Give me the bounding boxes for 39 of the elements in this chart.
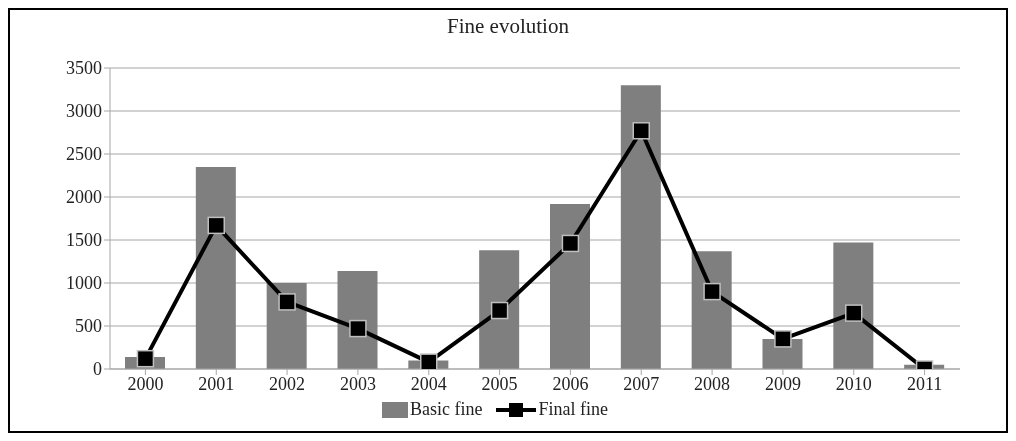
y-tick-label: 1500 bbox=[66, 230, 102, 251]
y-tick-label: 0 bbox=[93, 359, 102, 380]
point bbox=[703, 282, 721, 301]
point bbox=[845, 304, 863, 322]
y-tick-label: 1000 bbox=[66, 273, 102, 294]
x-tick-label: 2005 bbox=[481, 373, 518, 394]
legend-label: Final fine bbox=[538, 399, 608, 420]
chart-title: Fine evolution bbox=[446, 14, 570, 39]
y-tick-label: 3000 bbox=[66, 101, 102, 122]
bar bbox=[833, 242, 874, 369]
point bbox=[349, 319, 367, 338]
y-tick-label: 2500 bbox=[66, 144, 102, 165]
x-tick-label: 2000 bbox=[127, 373, 164, 394]
x-tick-label: 2008 bbox=[694, 373, 731, 394]
y-tick-label: 500 bbox=[75, 316, 102, 337]
x-tick-label: 2001 bbox=[198, 373, 235, 394]
legend-label: Basic fine bbox=[410, 399, 483, 420]
bar bbox=[620, 85, 661, 369]
x-tick-label: 2011 bbox=[906, 373, 943, 394]
x-tick-label: 2004 bbox=[410, 373, 447, 394]
bar bbox=[195, 166, 236, 369]
x-tick-label: 2010 bbox=[835, 373, 872, 394]
bar bbox=[479, 250, 520, 369]
x-tick-label: 2006 bbox=[552, 373, 589, 394]
point bbox=[632, 122, 650, 140]
point bbox=[278, 293, 296, 311]
y-tick-label: 2000 bbox=[66, 187, 102, 208]
point bbox=[420, 353, 438, 369]
point bbox=[774, 330, 792, 348]
bar bbox=[550, 203, 590, 369]
y-tick-label: 3500 bbox=[66, 58, 102, 79]
point bbox=[561, 234, 580, 253]
x-tick-label: 2009 bbox=[764, 373, 801, 394]
point bbox=[207, 216, 225, 235]
x-tick-label: 2007 bbox=[623, 373, 660, 394]
point bbox=[136, 349, 155, 368]
x-tick-label: 2003 bbox=[339, 373, 376, 394]
x-tick-label: 2002 bbox=[269, 373, 306, 394]
point bbox=[490, 301, 509, 320]
